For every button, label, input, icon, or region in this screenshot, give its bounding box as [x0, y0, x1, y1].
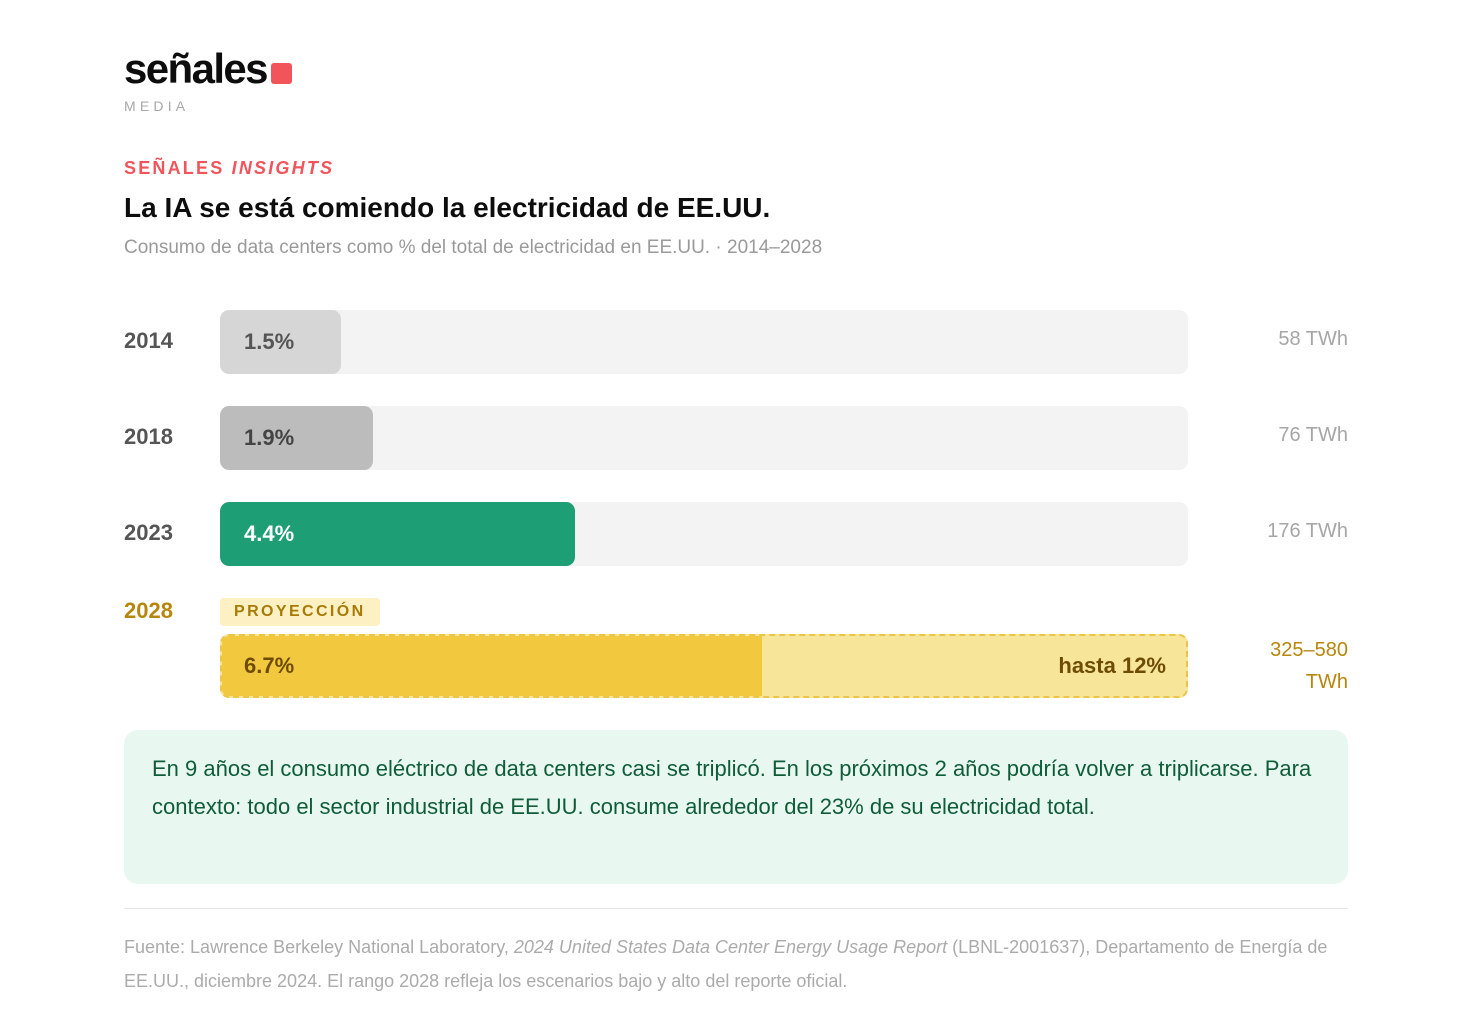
chart-title: La IA se está comiendo la electricidad d…	[124, 192, 771, 223]
kicker-prefix: SEÑALES	[124, 158, 225, 178]
projection-bar-low	[222, 636, 762, 696]
brand-subtitle: MEDIA	[124, 98, 190, 114]
projection-energy-line1: 325–580	[1270, 639, 1348, 661]
projection-bar-track: 6.7% hasta 12%	[220, 634, 1188, 698]
projection-high-label: hasta 12%	[1058, 653, 1166, 678]
bar-track-2023: 4.4%	[220, 502, 1188, 566]
bar-2023	[220, 502, 575, 566]
bar-2014	[220, 310, 341, 374]
kicker-emphasis: INSIGHTS	[231, 158, 335, 178]
bar-value-label-2023: 4.4%	[244, 521, 295, 546]
projection-energy-value: 325–580 TWh	[1270, 634, 1348, 698]
projection-energy-line2: TWh	[1305, 671, 1348, 693]
year-label-2028: 2028	[124, 598, 173, 623]
energy-value-2014: 58 TWh	[1278, 328, 1348, 350]
section-kicker: SEÑALES INSIGHTS	[124, 158, 334, 179]
bar-track-2018: 1.9%	[220, 406, 1188, 470]
bar-2018	[220, 406, 373, 470]
chart-subtitle: Consumo de data centers como % del total…	[124, 237, 823, 258]
source-report: 2024 United States Data Center Energy Us…	[513, 937, 948, 957]
energy-value-2023: 176 TWh	[1267, 520, 1348, 542]
projection-badge: PROYECCIÓN	[220, 598, 380, 626]
brand-square-icon	[270, 63, 292, 84]
bar-value-label-2014: 1.5%	[244, 329, 295, 354]
year-label-2014: 2014	[124, 328, 173, 353]
brand-name: señales	[124, 45, 269, 92]
source-note: Fuente: Lawrence Berkeley National Labor…	[124, 930, 1364, 998]
insight-note: En 9 años el consumo eléctrico de data c…	[124, 730, 1348, 884]
energy-value-2018: 76 TWh	[1278, 424, 1348, 446]
source-suffix: (LBNL-2001637), Departamento de Energía …	[124, 937, 1328, 991]
bar-track-2014: 1.5%	[220, 310, 1188, 374]
divider	[124, 908, 1348, 909]
bar-value-label-2018: 1.9%	[244, 425, 295, 450]
source-prefix: Fuente: Lawrence Berkeley National Labor…	[124, 937, 514, 957]
projection-low-label: 6.7%	[244, 653, 295, 678]
brand-logo: señales MEDIA	[124, 44, 292, 114]
year-label-2023: 2023	[124, 520, 173, 545]
year-label-2018: 2018	[124, 424, 173, 449]
